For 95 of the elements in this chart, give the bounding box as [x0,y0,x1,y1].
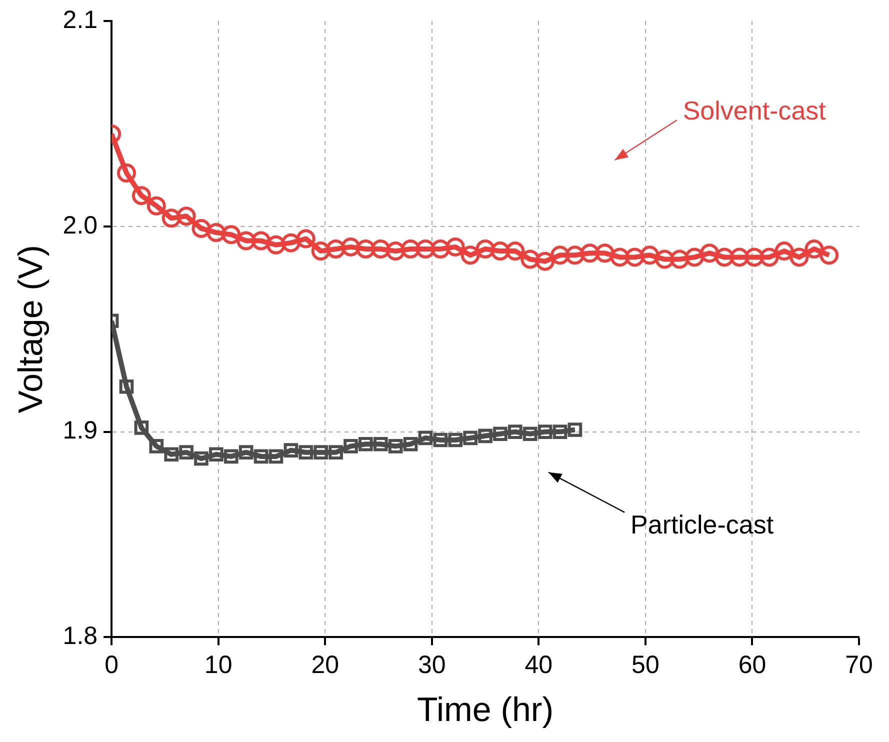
x-tick-label: 0 [104,651,119,680]
point [714,248,734,267]
point [388,439,403,454]
x-tick-label: 30 [418,651,446,680]
point [209,447,224,462]
point [176,206,196,226]
x-tick-label: 50 [632,651,660,680]
point [311,242,330,261]
point [774,242,794,261]
x-axis-title: Time (hr) [416,690,554,729]
point [296,229,316,248]
point [493,426,508,442]
point [478,428,492,444]
y-tick-label: 2.0 [62,211,98,240]
point [490,242,510,261]
x-tick-label: 40 [524,651,553,680]
point [820,246,839,265]
point [358,436,373,452]
point [164,447,179,462]
point [418,430,433,446]
point [373,436,388,452]
x-tick-label: 10 [204,651,232,680]
y-tick-label: 2.1 [62,6,98,34]
point [685,248,704,267]
point [416,239,435,258]
point [341,237,360,256]
x-tick-label: 70 [845,651,873,680]
point [386,242,406,261]
point [463,430,478,446]
point [254,449,268,464]
point [536,252,555,271]
point [344,439,358,454]
point [760,248,779,267]
point [610,248,630,267]
point [552,424,568,439]
point [314,445,328,460]
point [206,223,226,242]
annotation: Solvent-cast [682,95,827,126]
point [266,235,286,254]
point [281,233,300,252]
point [194,451,208,466]
point [238,445,254,460]
point [700,244,720,263]
point [326,239,346,258]
point [284,443,298,458]
point [790,248,809,267]
point [162,208,181,228]
y-tick-label: 1.9 [62,416,98,445]
point [179,445,194,460]
point [506,242,525,261]
point [568,422,582,437]
y-axis-title: Voltage (V) [12,244,50,414]
point [730,248,749,267]
point [520,250,540,269]
point [522,426,538,442]
point [268,449,284,464]
point [580,244,600,263]
point [744,248,764,267]
point [328,445,343,460]
point [804,239,824,258]
y-tick-label: 1.8 [62,622,98,650]
annotation: Particle-cast [630,509,774,540]
point [236,231,256,250]
point [595,244,614,263]
point [371,239,390,258]
point [670,250,690,269]
point [119,379,134,394]
point [430,239,450,258]
point [192,218,211,238]
point [132,186,151,206]
point [117,163,136,182]
x-tick-label: 60 [738,651,766,680]
point [222,225,241,244]
point [460,246,480,265]
point [538,424,552,439]
point [446,237,465,256]
point [146,196,166,216]
point [640,246,660,265]
point [403,436,418,452]
point [224,449,238,464]
point [134,420,149,435]
point [252,231,271,250]
point [298,445,314,460]
point [149,439,164,454]
point [655,250,674,269]
x-tick-label: 20 [311,651,340,680]
point [625,248,644,267]
point [565,246,584,265]
point [550,246,570,265]
point [508,424,522,439]
point [356,239,376,258]
point [476,239,495,258]
point [401,239,420,258]
point [448,432,463,448]
point [433,432,448,448]
